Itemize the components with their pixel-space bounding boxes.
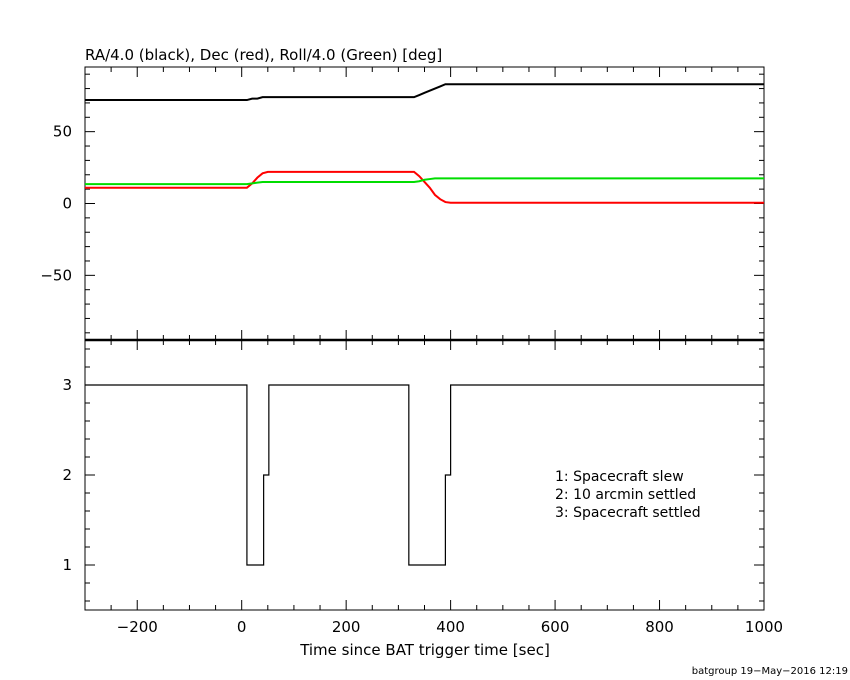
legend-item-1: 1: Spacecraft slew	[555, 469, 684, 485]
y-tick-label: 50	[53, 123, 72, 141]
y-tick-label: −50	[40, 266, 72, 284]
series-line-0-2	[85, 177, 764, 186]
legend-item-3: 3: Spacecraft settled	[555, 505, 701, 521]
x-tick-label: −200	[117, 618, 158, 636]
top-chart-title: RA/4.0 (black), Dec (red), Roll/4.0 (Gre…	[85, 46, 442, 64]
legend-item-2: 2: 10 arcmin settled	[555, 487, 696, 503]
x-axis-label: Time since BAT trigger time [sec]	[299, 641, 550, 659]
x-tick-label: 800	[645, 618, 674, 636]
y-tick-label: 3	[62, 376, 72, 394]
x-tick-label: 1000	[745, 618, 783, 636]
footer-text: batgroup 19−May−2016 12:19	[692, 666, 848, 677]
x-tick-label: 200	[332, 618, 361, 636]
bottom-panel: 1 2 3 −200 0 200 400 600 800 1000	[62, 339, 783, 636]
x-tick-label: 600	[541, 618, 570, 636]
series-line-0-0	[85, 83, 764, 102]
y-tick-label: 0	[62, 195, 72, 213]
x-tick-label: 400	[436, 618, 465, 636]
y-tick-label: 2	[62, 466, 72, 484]
top-panel: −50 0 50	[40, 66, 765, 342]
x-tick-label: 0	[237, 618, 247, 636]
series-line-0-1	[85, 170, 764, 204]
y-tick-label: 1	[62, 556, 72, 574]
series-line-1-0	[85, 384, 764, 566]
